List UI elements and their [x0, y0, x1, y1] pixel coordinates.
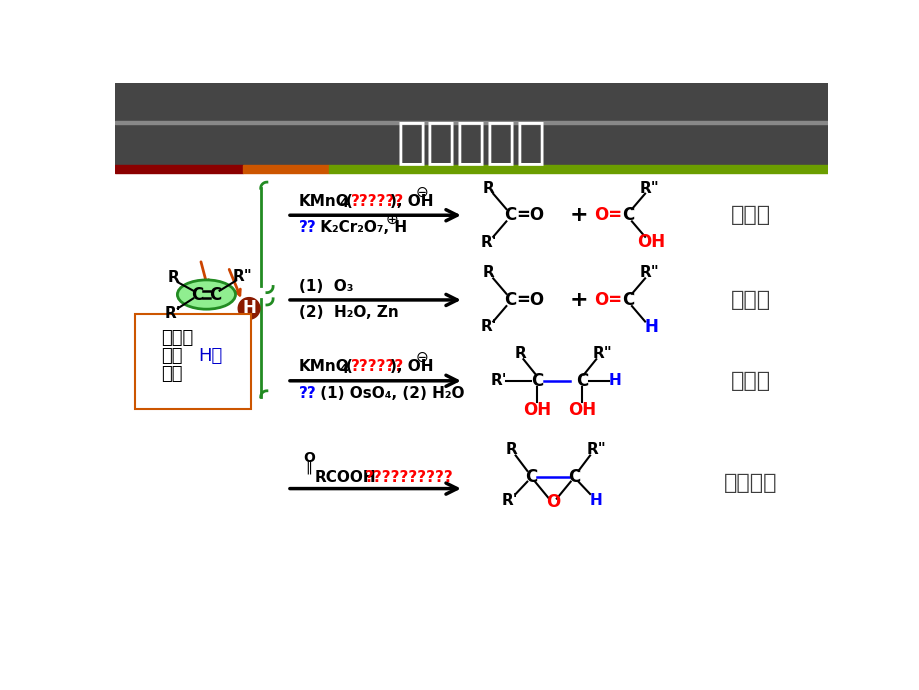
- Bar: [329, 165, 827, 173]
- Text: O=: O=: [593, 291, 621, 309]
- Text: OH: OH: [637, 233, 664, 251]
- Text: C: C: [621, 206, 633, 224]
- Text: C: C: [504, 206, 516, 224]
- Text: ), OH: ), OH: [390, 194, 433, 209]
- Text: O: O: [545, 493, 560, 511]
- Text: R: R: [167, 270, 179, 285]
- Text: K₂Cr₂O₇, H: K₂Cr₂O₇, H: [314, 220, 406, 235]
- Text: ‖: ‖: [305, 459, 312, 473]
- Text: C: C: [210, 286, 221, 304]
- Text: 酮、酸: 酮、酸: [730, 205, 770, 225]
- Text: OH: OH: [523, 401, 550, 419]
- Text: 键和: 键和: [162, 347, 183, 365]
- Text: 烯烃的氧化: 烯烃的氧化: [396, 118, 546, 166]
- Text: H: H: [643, 318, 657, 336]
- Text: R': R': [490, 373, 506, 388]
- Text: +: +: [569, 290, 587, 310]
- Text: 酮、醛: 酮、醛: [730, 290, 770, 310]
- Text: 4: 4: [339, 363, 348, 376]
- Text: R": R": [232, 268, 252, 284]
- Text: R": R": [640, 181, 659, 196]
- Text: R": R": [592, 346, 612, 361]
- Text: H的: H的: [199, 347, 222, 365]
- Text: H: H: [607, 373, 620, 388]
- Text: C: C: [525, 468, 537, 486]
- Text: ??: ??: [299, 386, 316, 401]
- Text: ), OH: ), OH: [390, 359, 433, 375]
- Text: R': R': [480, 319, 496, 335]
- FancyBboxPatch shape: [135, 314, 250, 409]
- Text: —: —: [505, 373, 521, 388]
- Text: (: (: [346, 359, 353, 375]
- Text: 邻二醇: 邻二醇: [730, 371, 770, 391]
- Text: O: O: [302, 451, 314, 465]
- Text: ??: ??: [299, 220, 316, 235]
- Text: =O: =O: [516, 206, 544, 224]
- Text: =O: =O: [516, 291, 544, 309]
- Text: (2)  H₂O, Zn: (2) H₂O, Zn: [299, 305, 398, 319]
- Text: (: (: [346, 194, 353, 209]
- Text: R: R: [505, 442, 516, 457]
- Text: C: C: [191, 286, 203, 304]
- Text: 环氧化物: 环氧化物: [723, 473, 777, 493]
- Text: ??????: ??????: [351, 359, 404, 375]
- Text: H: H: [589, 493, 602, 508]
- Text: R": R": [640, 266, 659, 281]
- Ellipse shape: [177, 280, 235, 309]
- Bar: [115, 165, 243, 173]
- Text: H: H: [242, 299, 255, 317]
- Text: (1) OsO₄, (2) H₂O: (1) OsO₄, (2) H₂O: [314, 386, 464, 401]
- Text: R': R': [501, 493, 517, 508]
- Text: (1)  O₃: (1) O₃: [299, 279, 353, 293]
- Text: C: C: [504, 291, 516, 309]
- Text: R': R': [165, 306, 181, 321]
- Text: ??????: ??????: [351, 194, 404, 209]
- Text: KMnO: KMnO: [299, 359, 349, 375]
- Text: 变化: 变化: [162, 365, 183, 383]
- Text: ⊖: ⊖: [415, 185, 428, 199]
- Text: R": R": [585, 442, 606, 457]
- Text: R: R: [482, 266, 494, 281]
- Circle shape: [238, 297, 260, 319]
- Text: OH: OH: [568, 401, 596, 419]
- Text: KMnO: KMnO: [299, 194, 349, 209]
- Text: 注意双: 注意双: [162, 329, 194, 348]
- Bar: [115, 83, 827, 168]
- Text: R: R: [514, 346, 526, 361]
- Text: R': R': [480, 235, 496, 250]
- Text: ⊖: ⊖: [415, 351, 428, 365]
- Text: 4: 4: [339, 197, 348, 210]
- Bar: [243, 165, 329, 173]
- Text: C: C: [568, 468, 580, 486]
- Text: C: C: [530, 372, 543, 390]
- Text: ⊕: ⊕: [386, 213, 399, 228]
- Bar: [115, 121, 827, 124]
- Text: C: C: [621, 291, 633, 309]
- Text: RCOOH: RCOOH: [314, 471, 376, 485]
- Text: O=: O=: [593, 206, 621, 224]
- Text: R: R: [482, 181, 494, 196]
- Text: +: +: [569, 205, 587, 225]
- Text: C: C: [575, 372, 588, 390]
- Text: ??????????: ??????????: [364, 471, 453, 485]
